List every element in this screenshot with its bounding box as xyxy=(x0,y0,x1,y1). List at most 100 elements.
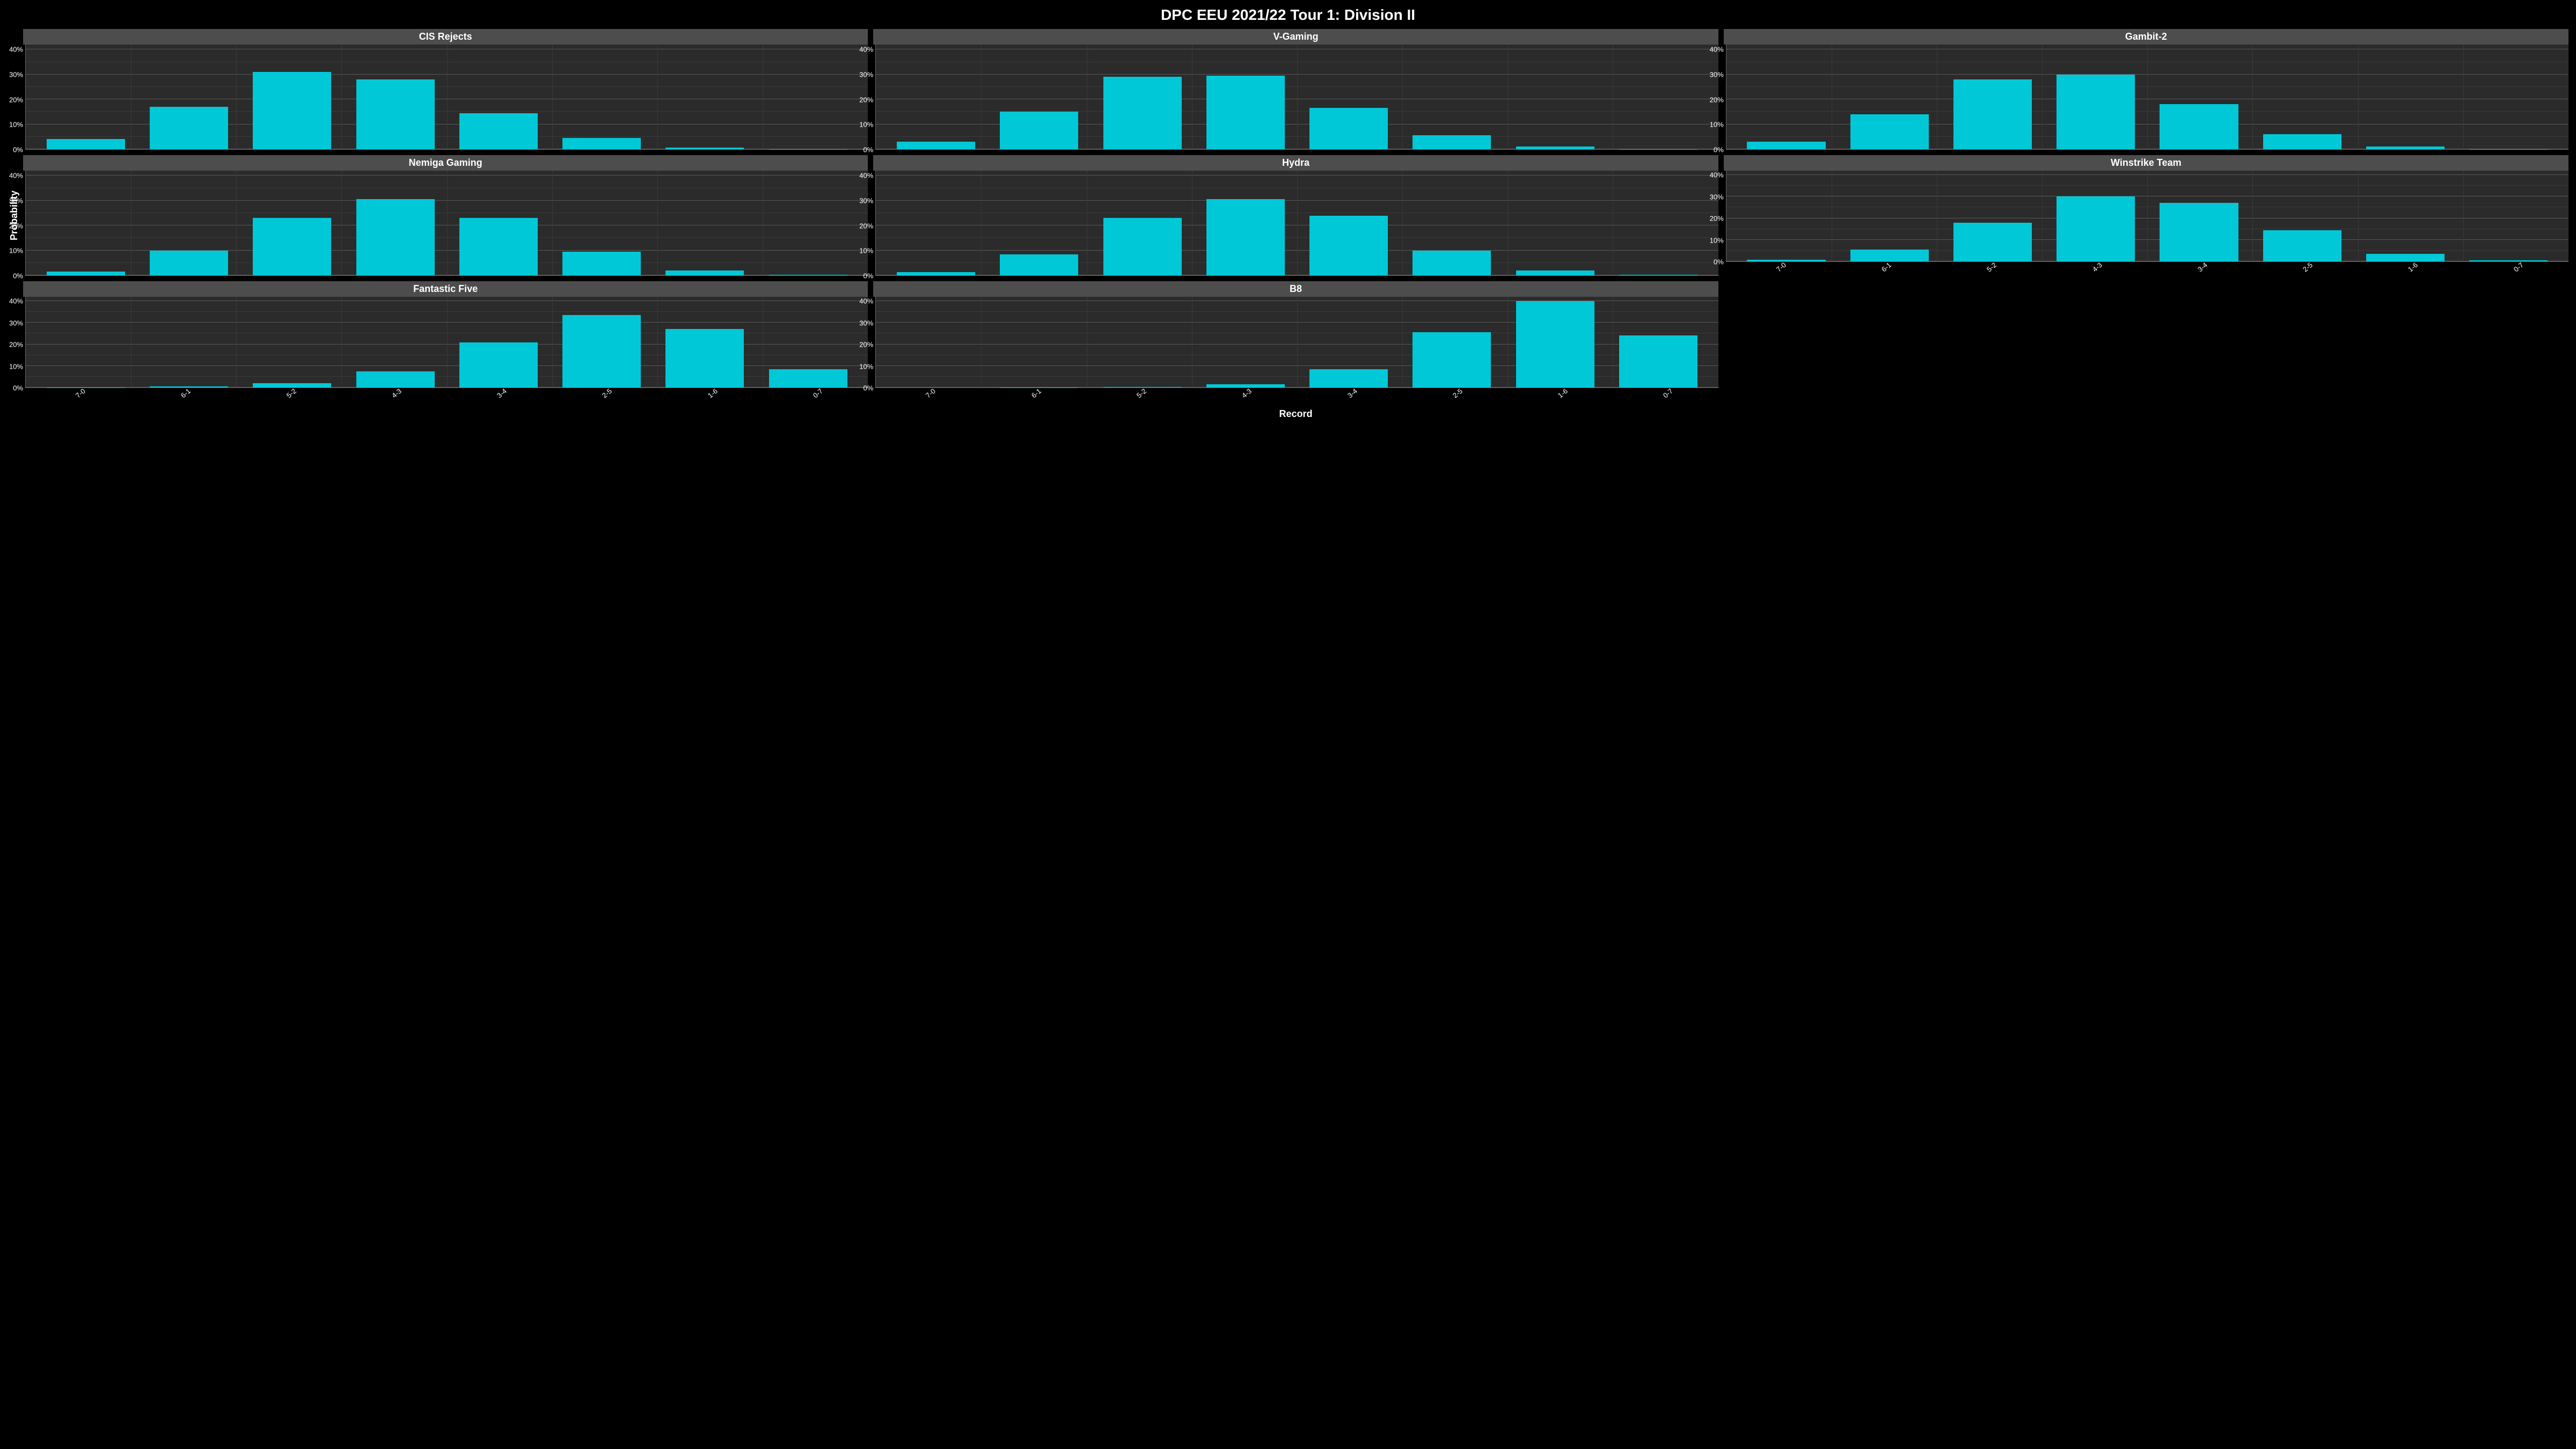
facet-header: Gambit-2 xyxy=(1724,29,2568,45)
bar xyxy=(1206,384,1285,387)
bar xyxy=(1309,216,1388,275)
y-tick-label: 0% xyxy=(13,384,23,392)
bar xyxy=(2366,147,2445,149)
bar xyxy=(897,272,975,275)
y-tick-label: 20% xyxy=(859,96,873,104)
bar xyxy=(356,79,435,149)
y-tick-label: 40% xyxy=(859,297,873,305)
y-tick-label: 10% xyxy=(859,362,873,370)
bar xyxy=(356,199,435,275)
facet-grid: CIS Rejects0%10%20%30%40%V-Gaming0%10%20… xyxy=(22,28,2570,403)
chart-outer-grid: Probability CIS Rejects0%10%20%30%40%V-G… xyxy=(6,28,2570,420)
y-tick-label: 40% xyxy=(1710,46,1724,54)
facet-panel: Fantastic Five0%10%20%30%40%7-06-15-24-3… xyxy=(22,280,869,403)
y-tick-label: 10% xyxy=(859,247,873,255)
facet-panel: Gambit-20%10%20%30%40% xyxy=(1723,28,2570,151)
facet-panel: Nemiga Gaming0%10%20%30%40% xyxy=(22,154,869,277)
y-tick-label: 20% xyxy=(859,222,873,230)
main-title: DPC EEU 2021/22 Tour 1: Division II xyxy=(6,6,2570,24)
y-tick-label: 30% xyxy=(1710,71,1724,79)
plot-area xyxy=(25,171,868,276)
facet-header: Hydra xyxy=(873,155,1718,171)
bar xyxy=(1516,147,1594,149)
bar xyxy=(1413,135,1491,149)
y-tick-label: 30% xyxy=(9,197,23,205)
facet-header: CIS Rejects xyxy=(23,29,868,45)
y-tick-label: 30% xyxy=(9,71,23,79)
y-tick-label: 40% xyxy=(1710,171,1724,179)
bar xyxy=(1206,76,1285,149)
bar xyxy=(1206,199,1285,275)
y-tick-label: 20% xyxy=(1710,215,1724,223)
bar xyxy=(1413,251,1491,275)
bar xyxy=(1000,254,1078,275)
facet-panel: Hydra0%10%20%30%40% xyxy=(872,154,1719,277)
bar xyxy=(562,138,641,149)
y-tick-label: 0% xyxy=(1714,258,1724,266)
bar xyxy=(2263,134,2341,149)
bar xyxy=(150,107,228,149)
bar xyxy=(1103,77,1182,149)
bar xyxy=(665,270,744,275)
y-tick-label: 10% xyxy=(1710,236,1724,244)
facet-header: Winstrike Team xyxy=(1724,155,2568,171)
y-tick-label: 20% xyxy=(859,341,873,349)
bar xyxy=(459,113,538,149)
y-tick-label: 0% xyxy=(13,146,23,154)
y-tick-label: 0% xyxy=(863,146,874,154)
y-tick-label: 20% xyxy=(9,222,23,230)
y-tick-label: 0% xyxy=(13,272,23,280)
y-tick-label: 20% xyxy=(9,96,23,104)
y-tick-label: 30% xyxy=(859,319,873,327)
y-tick-label: 40% xyxy=(9,297,23,305)
bar xyxy=(253,72,331,149)
facet-header: Nemiga Gaming xyxy=(23,155,868,171)
bar xyxy=(562,252,641,275)
bar xyxy=(1516,270,1594,275)
y-tick-label: 40% xyxy=(9,172,23,180)
y-tick-label: 30% xyxy=(859,71,873,79)
bar xyxy=(2160,104,2238,149)
y-tick-label: 0% xyxy=(1714,146,1724,154)
x-axis-label: Record xyxy=(22,408,2570,420)
bar xyxy=(1309,108,1388,149)
bar xyxy=(1103,218,1182,275)
y-tick-label: 0% xyxy=(863,384,874,392)
plot-area xyxy=(875,45,1718,150)
facet-panel: V-Gaming0%10%20%30%40% xyxy=(872,28,1719,151)
y-tick-label: 30% xyxy=(859,197,873,205)
bar xyxy=(2057,75,2135,149)
bar xyxy=(1850,114,1929,149)
bar xyxy=(47,139,125,149)
facet-panel: Winstrike Team0%10%20%30%40%7-06-15-24-3… xyxy=(1723,154,2570,277)
plot-area xyxy=(25,45,868,150)
y-tick-label: 30% xyxy=(9,319,23,327)
facet-panel: CIS Rejects0%10%20%30%40% xyxy=(22,28,869,151)
y-tick-label: 10% xyxy=(9,121,23,129)
bar xyxy=(1747,142,1825,149)
facet-header: B8 xyxy=(873,281,1718,297)
bar xyxy=(665,148,744,149)
bar xyxy=(897,142,975,149)
y-tick-label: 40% xyxy=(859,46,873,54)
bar xyxy=(253,218,331,275)
y-tick-label: 10% xyxy=(9,247,23,255)
plot-area xyxy=(1726,45,2568,150)
y-tick-label: 30% xyxy=(1710,193,1724,201)
facet-panel: B80%10%20%30%40%7-06-15-24-33-42-51-60-7 xyxy=(872,280,1719,403)
bar xyxy=(150,251,228,275)
y-tick-label: 40% xyxy=(859,172,873,180)
y-tick-label: 20% xyxy=(9,341,23,349)
y-tick-label: 0% xyxy=(863,272,874,280)
facet-header: V-Gaming xyxy=(873,29,1718,45)
y-tick-label: 10% xyxy=(1710,121,1724,129)
bar xyxy=(1000,112,1078,149)
y-tick-label: 10% xyxy=(9,362,23,370)
y-tick-label: 20% xyxy=(1710,96,1724,104)
facet-header: Fantastic Five xyxy=(23,281,868,297)
plot-area xyxy=(875,171,1718,276)
bar xyxy=(1953,79,2032,149)
bar xyxy=(459,218,538,275)
y-tick-label: 10% xyxy=(859,121,873,129)
y-tick-label: 40% xyxy=(9,46,23,54)
